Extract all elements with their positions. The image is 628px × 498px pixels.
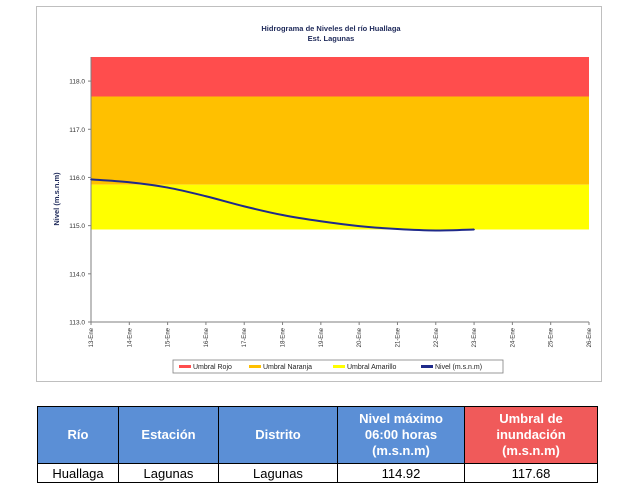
- chart-title: Hidrograma de Niveles del río Huallaga: [261, 24, 401, 33]
- hydrograph-chart: Hidrograma de Niveles del río Huallaga E…: [52, 24, 593, 374]
- x-tick-label: 25-Ene: [549, 327, 555, 347]
- x-tick-label: 14-Ene: [127, 327, 133, 347]
- header-nivel-maximo: Nivel máximo 06:00 horas (m.s.n.m): [337, 406, 465, 464]
- data-point: [473, 228, 475, 231]
- x-tick-label: 22-Ene: [434, 327, 440, 347]
- y-tick-label: 116.0: [69, 175, 85, 182]
- data-point: [205, 195, 207, 198]
- cell-estacion: Lagunas: [118, 463, 219, 483]
- legend-label: Umbral Amarillo: [347, 364, 397, 371]
- x-tick-label: 15-Ene: [166, 327, 172, 347]
- x-tick-label: 18-Ene: [281, 327, 287, 347]
- band-umbral-naranja: [91, 96, 589, 185]
- x-tick-label: 20-Ene: [357, 327, 363, 347]
- station-info-table: Río Estación Distrito Nivel máximo 06:00…: [37, 406, 598, 483]
- x-tick-label: 16-Ene: [204, 327, 210, 347]
- data-point: [90, 178, 92, 181]
- x-tick-label: 23-Ene: [472, 327, 478, 347]
- data-point: [320, 220, 322, 223]
- cell-distrito: Lagunas: [218, 463, 338, 483]
- y-tick-label: 114.0: [69, 271, 85, 278]
- chart-legend: Umbral Rojo Umbral Naranja Umbral Amarillo…: [172, 359, 504, 374]
- legend-label: Umbral Rojo: [193, 364, 232, 371]
- y-tick-label: 117.0: [69, 127, 85, 134]
- chart-frame: Hidrograma de Niveles del río Huallaga E…: [36, 6, 602, 382]
- chart-subtitle: Est. Lagunas: [308, 34, 355, 43]
- data-point: [434, 229, 437, 232]
- data-point: [243, 205, 246, 208]
- header-distrito: Distrito: [218, 406, 338, 464]
- data-point: [358, 225, 360, 227]
- data-point: [281, 214, 284, 216]
- y-axis-label: Nivel (m.s.n.m): [52, 172, 61, 226]
- y-tick-label: 113.0: [69, 320, 85, 327]
- x-tick-label: 13-Ene: [89, 327, 95, 347]
- cell-umbral-inundacion: 117.68: [464, 463, 598, 483]
- table-row: Huallaga Lagunas Lagunas 114.92 117.68: [37, 463, 598, 483]
- data-point: [396, 228, 399, 230]
- header-rio: Río: [37, 406, 119, 464]
- legend-label: Umbral Naranja: [263, 364, 312, 371]
- data-point: [128, 181, 131, 184]
- band-umbral-rojo: [91, 57, 589, 97]
- x-tick-label: 21-Ene: [395, 327, 401, 347]
- data-point: [166, 186, 169, 189]
- cell-nivel-maximo: 114.92: [337, 463, 465, 483]
- x-tick-label: 19-Ene: [319, 327, 325, 347]
- x-tick-label: 26-Ene: [587, 327, 593, 347]
- legend-label: Nivel (m.s.n.m): [435, 364, 482, 371]
- header-umbral-inundacion: Umbral de inundación (m.s.n.m): [464, 406, 598, 464]
- table-header-row: Río Estación Distrito Nivel máximo 06:00…: [37, 406, 598, 464]
- y-tick-label: 115.0: [69, 223, 85, 230]
- header-estacion: Estación: [118, 406, 219, 464]
- cell-rio: Huallaga: [37, 463, 119, 483]
- y-tick-label: 118.0: [69, 79, 85, 86]
- x-tick-label: 17-Ene: [242, 327, 248, 347]
- band-umbral-amarillo: [91, 184, 589, 230]
- x-tick-label: 24-Ene: [510, 327, 516, 347]
